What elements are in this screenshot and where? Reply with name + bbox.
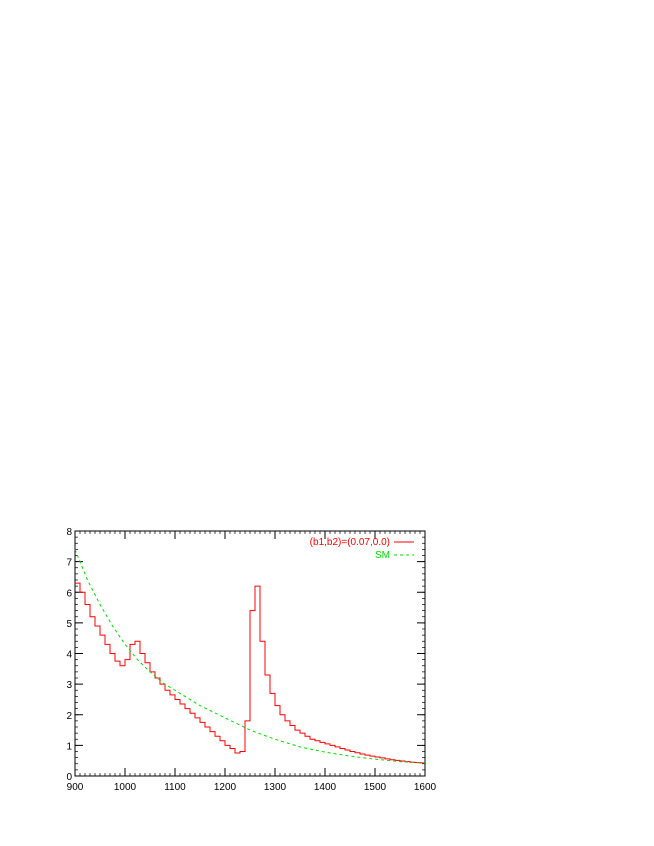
series-0-line <box>75 582 425 764</box>
y-tick-label: 4 <box>66 650 72 661</box>
x-tick-label: 1600 <box>414 782 437 793</box>
y-tick-label: 5 <box>66 619 72 630</box>
x-tick-label: 1200 <box>214 782 237 793</box>
y-tick-label: 0 <box>66 772 72 783</box>
x-tick-label: 1100 <box>164 782 186 793</box>
x-tick-label: 1000 <box>114 782 137 793</box>
y-tick-labels: 0 1 2 3 4 5 6 7 8 <box>66 527 72 783</box>
y-tick-label: 6 <box>66 588 72 599</box>
y-tick-label: 7 <box>66 558 72 569</box>
y-tick-label: 1 <box>66 741 72 752</box>
y-tick-label: 2 <box>66 711 72 722</box>
x-tick-label: 900 <box>67 782 84 793</box>
legend-label-series-0: (b1,b2)=(0.07,0.0) <box>310 537 390 548</box>
y-tick-label: 3 <box>66 680 72 691</box>
legend: (b1,b2)=(0.07,0.0) SM <box>310 537 414 561</box>
x-tick-label: 1500 <box>364 782 387 793</box>
legend-label-series-1: SM <box>375 550 390 561</box>
series-1-line <box>74 549 426 764</box>
y-tick-label: 8 <box>66 527 72 538</box>
x-tick-label: 1400 <box>314 782 337 793</box>
series-group <box>74 549 426 764</box>
axis-ticks <box>74 530 426 777</box>
x-tick-labels: 900 1000 1100 1200 1300 1400 1500 1600 <box>67 782 437 793</box>
x-tick-label: 1300 <box>264 782 287 793</box>
